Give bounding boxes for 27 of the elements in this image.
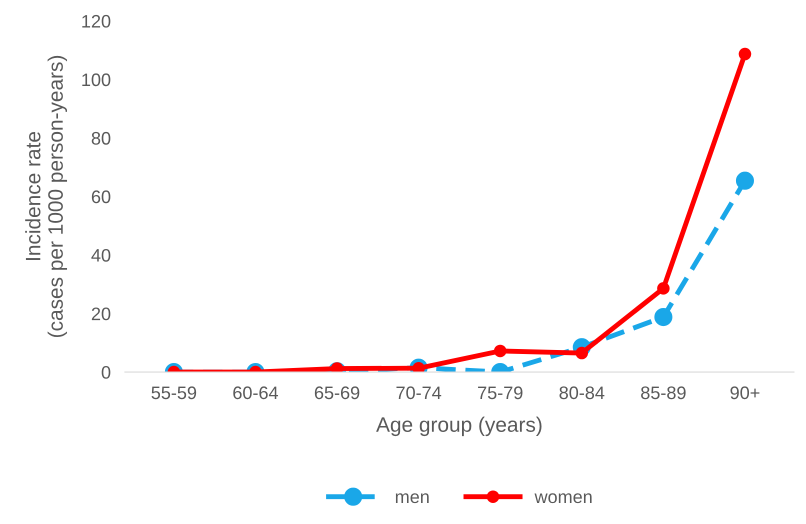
x-axis-title: Age group (years): [376, 416, 542, 436]
point: [330, 362, 344, 372]
y-axis-title: Incidence rate (cases per 1000 person-years): [25, 56, 68, 338]
legend-label: men: [396, 493, 429, 504]
x-tick-label: 60-64: [233, 386, 278, 400]
point: [654, 308, 672, 326]
point: [736, 172, 754, 190]
point: [494, 344, 506, 358]
legend-label: women: [534, 493, 592, 504]
point: [657, 282, 670, 295]
point: [576, 346, 588, 360]
y-tick-label: 60: [92, 190, 110, 204]
x-tick-label: 80-84: [559, 386, 604, 400]
x-tick-label: 70-74: [396, 386, 442, 400]
x-tick-label: 55-59: [152, 386, 196, 400]
x-tick-label: 90+: [730, 386, 760, 400]
y-tick-label: 100: [82, 73, 110, 86]
x-tick-label: 65-69: [314, 386, 360, 400]
x-tick-label: 85-89: [641, 386, 686, 400]
y-tick-label: 0: [102, 366, 110, 379]
point: [412, 362, 425, 372]
y-tick-label: 20: [92, 307, 110, 320]
y-tick-label: 80: [92, 132, 110, 145]
y-tick-label: 40: [91, 248, 110, 262]
y-tick-label: 120: [82, 14, 110, 28]
x-tick-label: 75-79: [478, 386, 522, 400]
point: [738, 48, 752, 60]
